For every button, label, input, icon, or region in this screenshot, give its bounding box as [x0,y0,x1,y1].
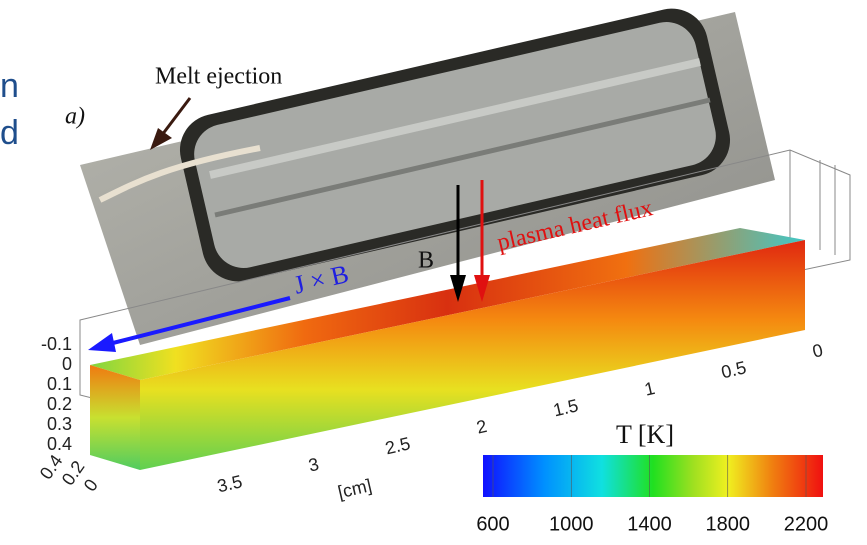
pointer-head [150,128,172,150]
colorbar-title: T [K] [616,420,674,449]
depth-tick: 0.1 [47,374,72,394]
field-label: B [418,248,434,274]
pointer-arrow [160,97,192,136]
colorbar-tick-label: 1400 [627,513,672,535]
panel-label: a) [65,104,85,130]
force-arrow [104,296,291,347]
length-tick: 3 [307,454,321,476]
slide-text: n [0,67,19,105]
width-tick: 0 [80,475,102,495]
block-front [140,240,805,470]
colorbar-tick-label: 600 [476,513,509,535]
length-tick: 2.5 [383,433,412,458]
length-tick: 1.5 [551,395,580,420]
length-tick: 0 [811,340,825,362]
photo-label: Melt ejection [155,64,282,90]
depth-tick: 0.2 [47,394,72,414]
depth-tick: 0.4 [47,434,72,454]
depth-tick: 0 [62,354,72,374]
length-tick: 1 [643,378,657,400]
colorbar [483,455,823,497]
block-end [90,365,140,470]
slide-text: d [0,114,19,152]
colorbar-tick-label: 1000 [549,513,594,535]
sample-photo [80,8,775,345]
length-tick: 3.5 [215,471,244,496]
length-tick: 2 [475,416,489,438]
colorbar-tick-label: 1800 [706,513,751,535]
bounding-box [79,149,851,411]
force-arrow-head [88,333,116,352]
block-top [90,228,805,380]
length-tick: 0.5 [719,357,748,382]
colorbar-tick-label: 2200 [784,513,829,535]
heat-arrow-head [474,275,490,302]
field-arrow-head [450,275,466,302]
depth-tick: 0.3 [47,414,72,434]
depth-tick: -0.1 [41,334,72,354]
length-unit: [cm] [336,475,374,502]
